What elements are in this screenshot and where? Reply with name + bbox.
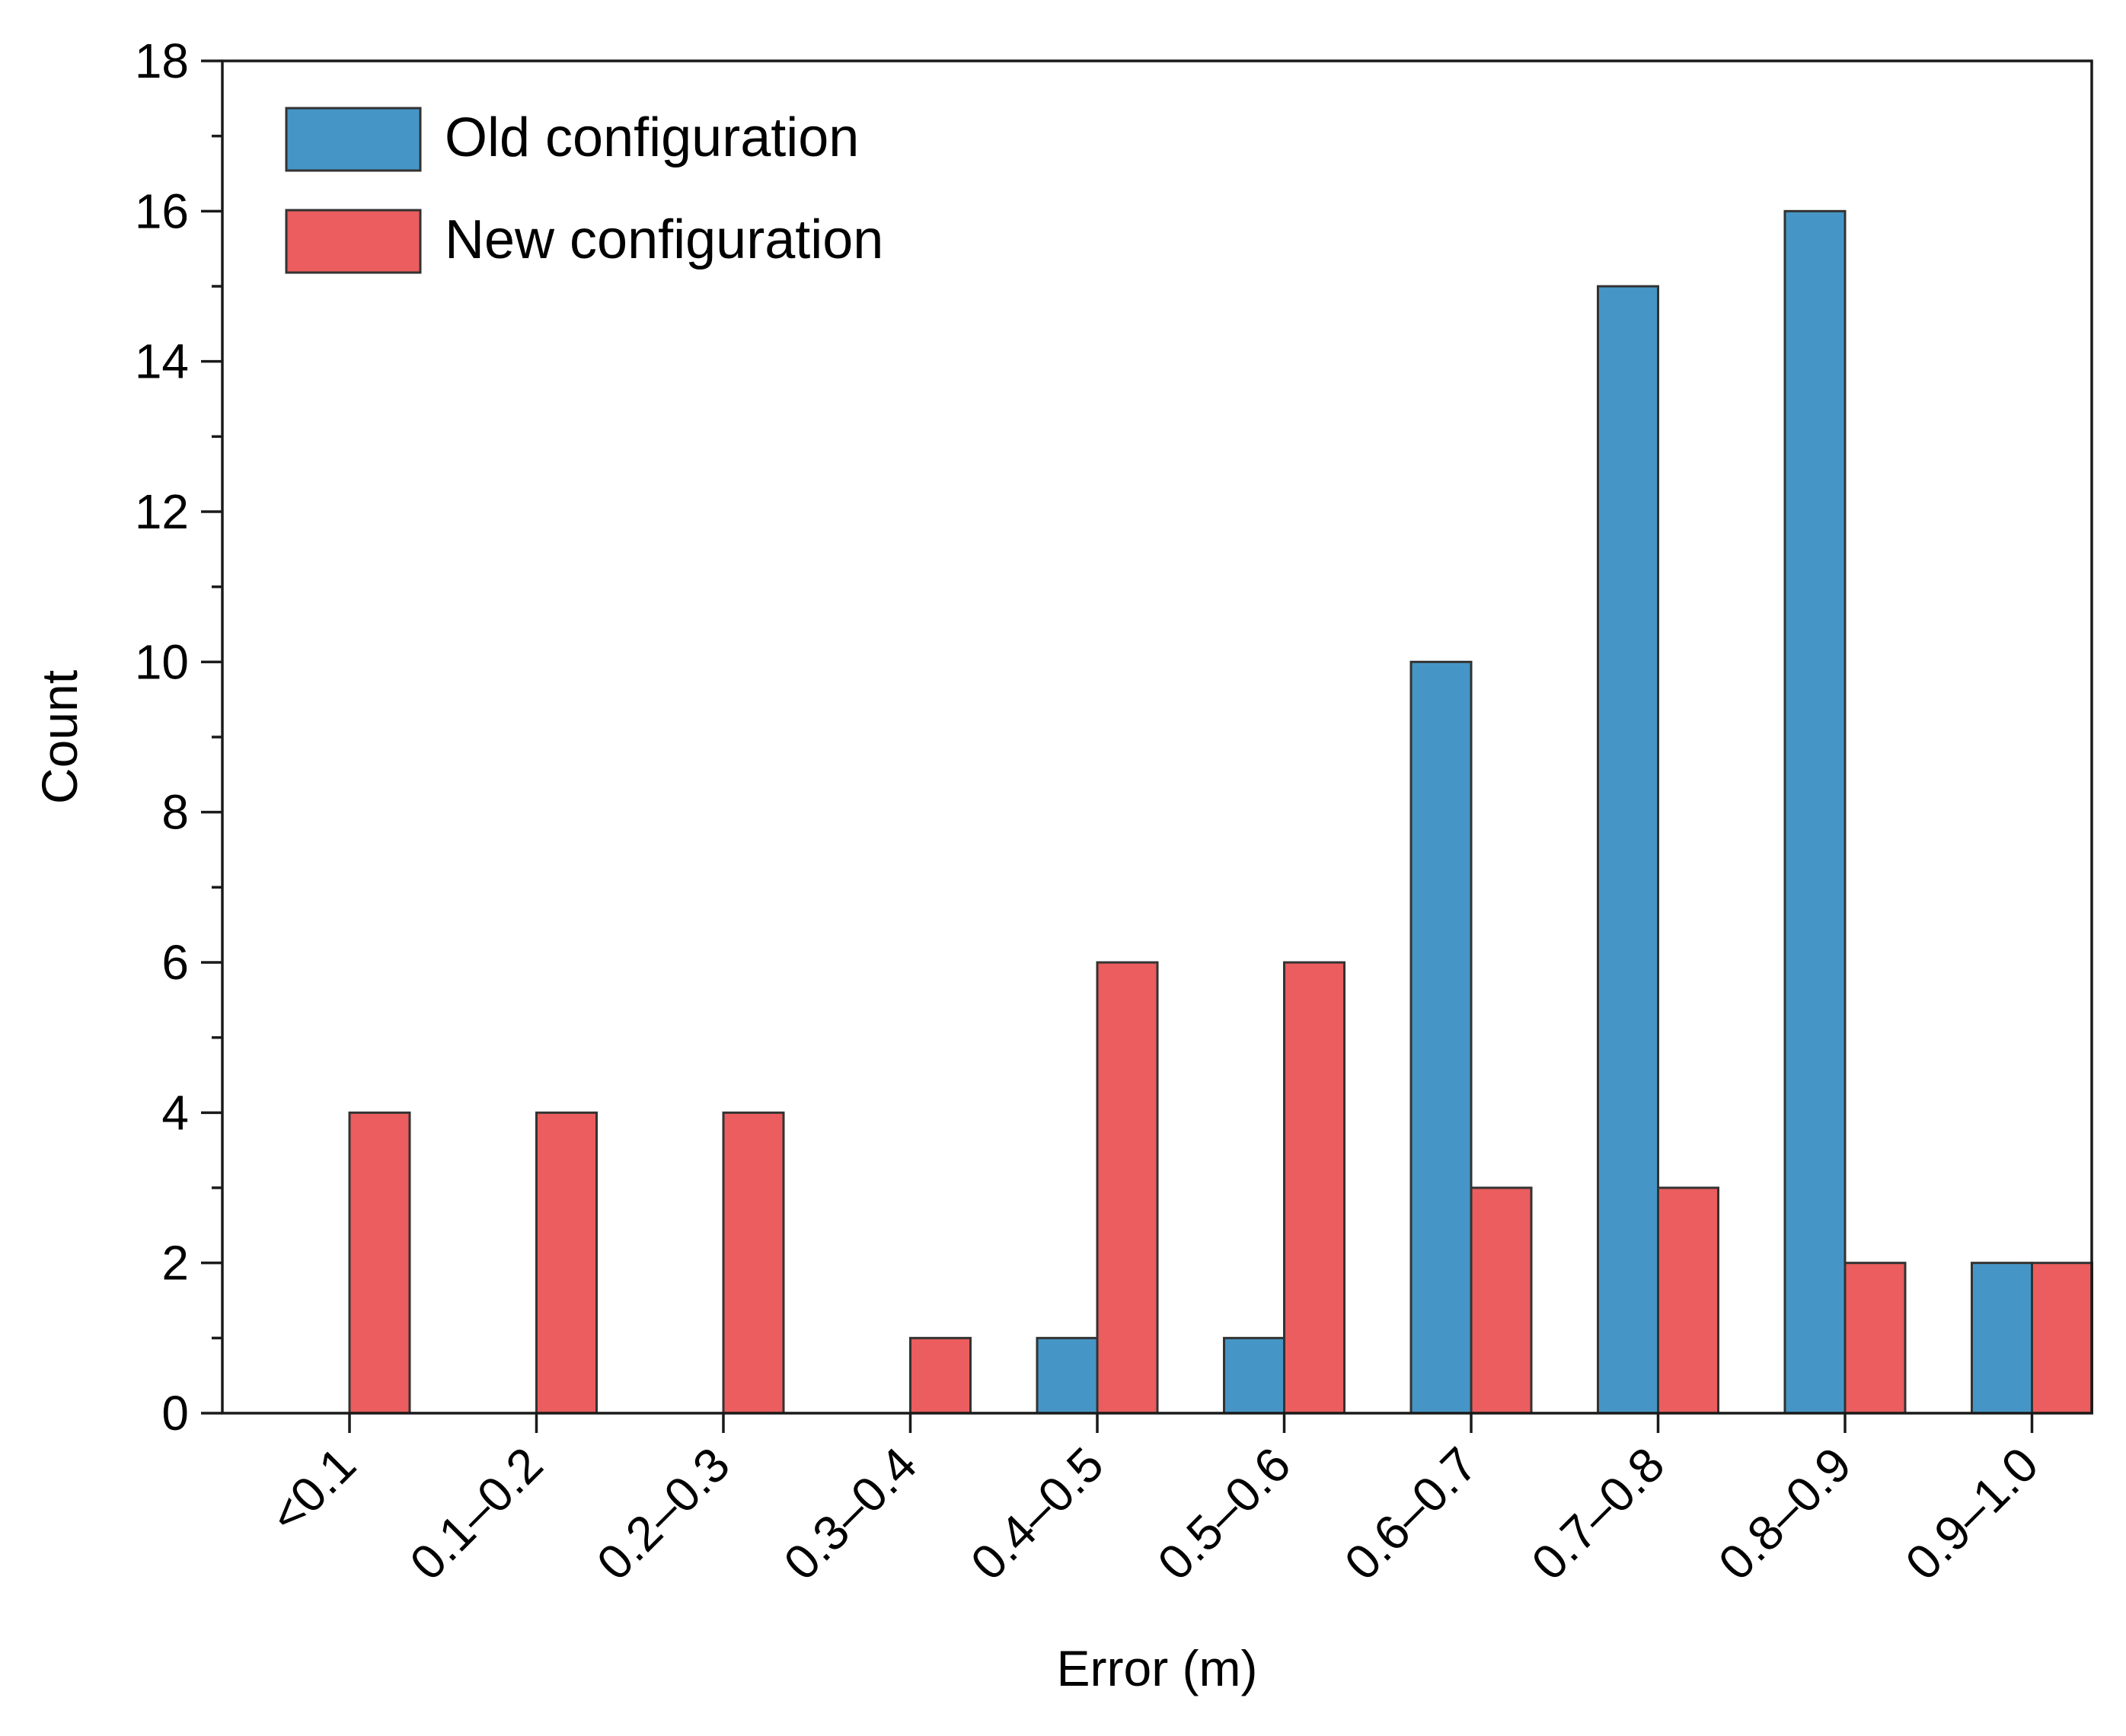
y-tick-label: 4 [161, 1085, 189, 1140]
x-axis: <0.1 0.1–0.2 0.2–0.3 0.3–0.4 0.4–0.5 0.5–0.6 0… [260, 1413, 2048, 1591]
x-tick-label: 0.8–0.9 [1708, 1437, 1862, 1591]
legend-label-old: Old configuration [445, 107, 859, 168]
bar-old-5 [1223, 1336, 1285, 1415]
x-tick-label: 0.5–0.6 [1147, 1437, 1301, 1591]
y-tick-label: 18 [135, 34, 189, 88]
bar-old-4 [1036, 1336, 1099, 1415]
x-tick-label: 0.4–0.5 [960, 1437, 1114, 1591]
legend: Old configuration New configuration [285, 107, 883, 274]
y-tick-label: 8 [161, 785, 189, 840]
bar-old-9 [1971, 1262, 2033, 1415]
bar-new-4 [1096, 961, 1159, 1415]
bar-old-6 [1409, 660, 1473, 1415]
bar-new-9 [2031, 1262, 2093, 1415]
bar-new-2 [722, 1111, 785, 1415]
x-tick-label: 0.2–0.3 [586, 1437, 740, 1591]
bar-new-1 [535, 1111, 598, 1415]
bar-new-7 [1657, 1186, 1719, 1415]
y-tick-label: 2 [161, 1236, 189, 1291]
y-tick-label: 10 [135, 634, 189, 689]
y-tick-label: 16 [135, 183, 189, 238]
y-axis: 0 2 4 6 8 10 12 14 16 18 [135, 34, 222, 1441]
y-axis-title: Count [31, 670, 88, 804]
x-tick-label: 0.6–0.7 [1334, 1437, 1488, 1591]
bar-new-5 [1283, 961, 1346, 1415]
y-tick-label: 12 [135, 484, 189, 539]
y-tick-label: 6 [161, 935, 189, 990]
bar-new-3 [909, 1336, 972, 1415]
legend-label-new: New configuration [445, 209, 883, 270]
x-axis-title: Error (m) [1057, 1640, 1258, 1696]
x-tick-label: 0.9–1.0 [1895, 1437, 2048, 1591]
x-tick-label: 0.3–0.4 [773, 1437, 927, 1591]
x-tick-label: 0.1–0.2 [399, 1437, 553, 1591]
bar-old-7 [1597, 285, 1659, 1415]
bars-layer [348, 209, 2093, 1415]
bar-new-0 [348, 1111, 411, 1415]
bar-new-8 [1843, 1262, 1907, 1415]
bar-old-8 [1783, 209, 1847, 1415]
legend-swatch-old [285, 107, 422, 172]
x-tick-label: 0.7–0.8 [1521, 1437, 1674, 1591]
bar-new-6 [1470, 1186, 1533, 1415]
x-tick-label: <0.1 [260, 1437, 366, 1543]
y-tick-label: 0 [161, 1386, 189, 1441]
legend-swatch-new [285, 209, 422, 274]
y-tick-label: 14 [135, 334, 189, 389]
